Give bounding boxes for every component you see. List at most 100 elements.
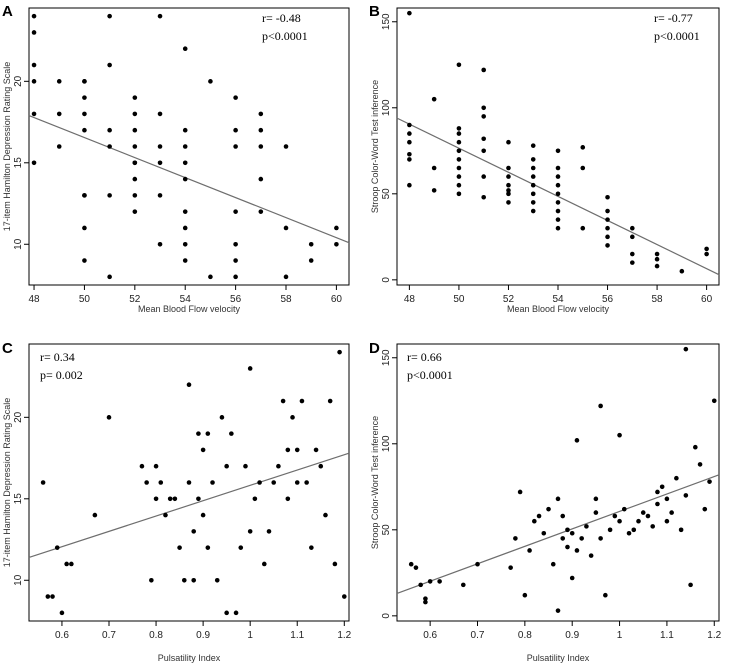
data-point [280,398,286,404]
data-point [655,489,660,495]
data-point [132,144,138,149]
data-point [530,191,536,197]
x-tick-label: 60 [331,294,343,305]
data-point [541,530,547,536]
panel-letter: A [2,3,13,20]
y-axis-label: Stroop Color-Word Test inference [370,416,380,549]
data-point [456,174,462,179]
data-point [683,346,689,352]
data-point [132,95,138,100]
p-value-annotation: p= 0.002 [40,368,83,382]
data-point [707,479,712,484]
data-point [683,493,689,498]
data-point [536,513,542,519]
data-point [456,139,462,145]
data-point [219,415,225,420]
data-point [456,165,462,171]
data-point [92,512,98,518]
data-point [283,274,289,280]
data-point [506,182,511,188]
data-point [456,126,462,131]
data-point [640,510,646,515]
data-point [191,529,197,534]
data-point [593,496,599,502]
x-tick-label: 58 [652,294,664,305]
data-point [555,217,561,222]
y-tick-label: 100 [381,99,392,116]
x-axis-label: Pulsatility Index [527,653,590,663]
data-point [158,480,164,485]
data-point [431,188,437,193]
data-point [669,510,674,515]
panel-a: A 48 50 52 54 56 58 60 10 15 20 Mean Blood Flow vel… [2,3,350,314]
data-point [233,241,238,247]
data-point [107,274,112,280]
data-point [579,536,584,541]
data-point [107,62,112,68]
y-tick-label: 50 [381,188,392,200]
data-point [233,144,238,149]
data-point [224,610,229,616]
y-tick-label: 20 [13,411,24,423]
data-point [555,148,561,154]
data-point [54,545,60,550]
data-point [157,111,163,117]
data-point [605,243,610,248]
data-point [664,518,670,524]
data-point [697,462,703,467]
data-point [327,398,333,404]
data-point [456,157,462,162]
data-point [153,496,159,502]
data-point [630,225,635,231]
x-tick-label: 52 [503,294,515,305]
data-point [574,438,580,443]
data-point [711,398,717,404]
data-point [617,432,622,438]
data-point [431,165,437,171]
data-point [271,480,277,485]
data-point [530,208,536,214]
y-tick-label: 150 [381,13,392,30]
data-point [407,122,412,128]
y-tick-label: 0 [381,613,392,619]
data-point [574,548,580,553]
data-point [153,463,159,469]
data-point [704,251,709,257]
data-point [200,447,206,453]
data-point [413,565,419,570]
data-point [82,258,87,263]
data-point [323,512,328,518]
data-point [182,46,188,52]
x-tick-label: 50 [453,294,465,305]
data-point [247,529,253,534]
data-point [182,160,188,166]
data-point [605,225,610,231]
data-point [630,260,635,265]
data-point [182,209,188,214]
data-point [205,545,211,550]
data-point [294,447,300,453]
data-point [182,258,188,263]
data-point [481,194,486,200]
panel-letter: C [2,340,13,357]
data-point [233,274,238,280]
data-point [580,225,586,231]
panel-letter: B [369,3,380,20]
x-tick-label: 1 [247,630,253,641]
data-point [580,145,586,150]
data-point [309,545,314,550]
panel-letter: D [369,340,380,357]
data-point [285,496,291,502]
x-tick-label: 1.1 [660,630,674,641]
data-point [334,241,339,247]
data-point [69,561,74,567]
data-point [506,191,511,197]
data-point [527,548,532,553]
data-point [645,513,651,519]
data-point [423,596,428,601]
data-point [688,582,693,588]
data-point [182,176,188,182]
data-point [132,176,138,182]
data-point [555,182,561,188]
data-point [506,165,511,171]
